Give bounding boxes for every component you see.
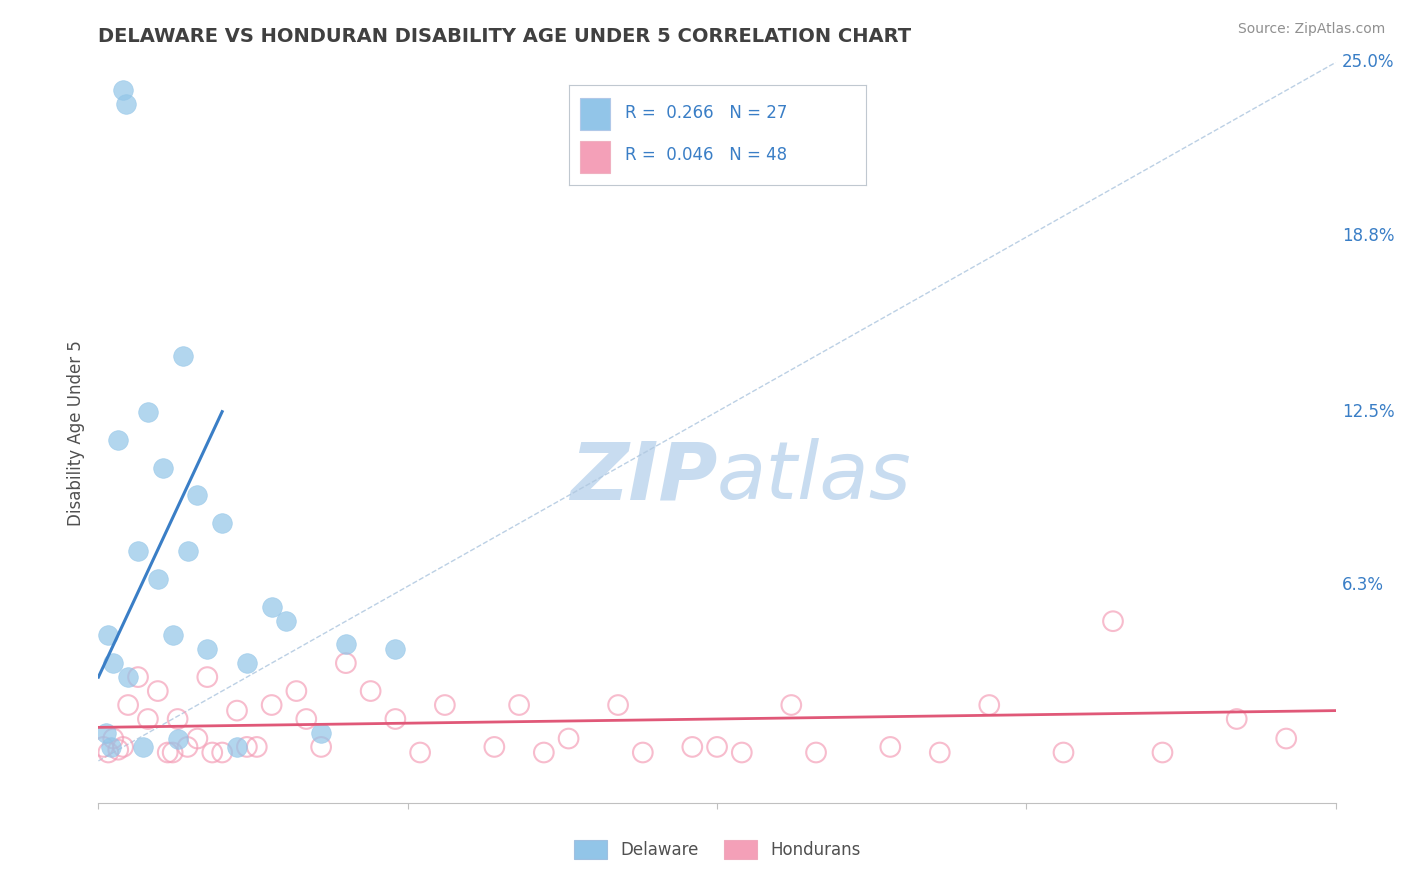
Text: DELAWARE VS HONDURAN DISABILITY AGE UNDER 5 CORRELATION CHART: DELAWARE VS HONDURAN DISABILITY AGE UNDE… xyxy=(98,27,911,45)
Text: atlas: atlas xyxy=(717,438,912,516)
Point xyxy=(136,712,159,726)
Point xyxy=(97,746,120,760)
Point xyxy=(117,670,139,684)
Point xyxy=(631,746,654,760)
Point xyxy=(186,731,208,746)
Point xyxy=(176,739,198,754)
Point xyxy=(226,704,249,718)
Point xyxy=(94,726,117,740)
Point xyxy=(484,739,506,754)
Point xyxy=(93,739,115,754)
Point xyxy=(211,516,233,531)
Point xyxy=(195,642,218,657)
Point xyxy=(276,614,298,628)
Point xyxy=(384,642,406,657)
Point xyxy=(335,636,357,650)
Text: 25.0%: 25.0% xyxy=(1341,54,1395,71)
Point xyxy=(114,97,136,112)
Point xyxy=(508,698,530,712)
Point xyxy=(176,544,198,558)
Point xyxy=(136,405,159,419)
Text: ZIP: ZIP xyxy=(569,438,717,516)
Point xyxy=(309,726,332,740)
Point xyxy=(804,746,827,760)
Point xyxy=(166,712,188,726)
Point xyxy=(1275,731,1298,746)
Point xyxy=(112,739,135,754)
Point xyxy=(731,746,754,760)
Point xyxy=(1102,614,1125,628)
Point xyxy=(211,746,233,760)
Point xyxy=(103,656,125,670)
Point xyxy=(236,656,259,670)
Point xyxy=(166,731,188,746)
Point xyxy=(335,656,357,670)
Point xyxy=(246,739,269,754)
Point xyxy=(97,628,120,642)
Point xyxy=(1226,712,1249,726)
Point xyxy=(127,670,149,684)
Point xyxy=(533,746,555,760)
Point xyxy=(285,684,308,698)
Point xyxy=(384,712,406,726)
Point xyxy=(409,746,432,760)
Point xyxy=(236,739,259,754)
Point xyxy=(103,731,125,746)
Text: 12.5%: 12.5% xyxy=(1341,402,1395,421)
Point xyxy=(201,746,224,760)
Point xyxy=(107,742,129,756)
Point xyxy=(557,731,579,746)
Point xyxy=(107,433,129,447)
Point xyxy=(681,739,703,754)
Point xyxy=(162,628,184,642)
Point xyxy=(260,698,283,712)
Point xyxy=(132,739,155,754)
Text: 18.8%: 18.8% xyxy=(1341,227,1395,244)
Point xyxy=(117,698,139,712)
Point xyxy=(979,698,1001,712)
Text: 6.3%: 6.3% xyxy=(1341,576,1384,594)
Point xyxy=(172,349,194,363)
Point xyxy=(780,698,803,712)
Point xyxy=(195,670,218,684)
Point xyxy=(112,83,135,97)
Point xyxy=(186,488,208,502)
Point xyxy=(879,739,901,754)
Point xyxy=(156,746,179,760)
Point xyxy=(607,698,630,712)
Point xyxy=(928,746,950,760)
Point xyxy=(1052,746,1074,760)
Legend: Delaware, Hondurans: Delaware, Hondurans xyxy=(567,833,868,866)
Point xyxy=(152,460,174,475)
Point xyxy=(706,739,728,754)
Point xyxy=(226,739,249,754)
Y-axis label: Disability Age Under 5: Disability Age Under 5 xyxy=(66,340,84,525)
Point xyxy=(146,572,169,586)
Point xyxy=(433,698,456,712)
Point xyxy=(260,600,283,615)
Point xyxy=(360,684,382,698)
Text: Source: ZipAtlas.com: Source: ZipAtlas.com xyxy=(1237,22,1385,37)
Point xyxy=(100,739,122,754)
Point xyxy=(146,684,169,698)
Point xyxy=(162,746,184,760)
Point xyxy=(309,739,332,754)
Point xyxy=(1152,746,1174,760)
Point xyxy=(295,712,318,726)
Point xyxy=(127,544,149,558)
